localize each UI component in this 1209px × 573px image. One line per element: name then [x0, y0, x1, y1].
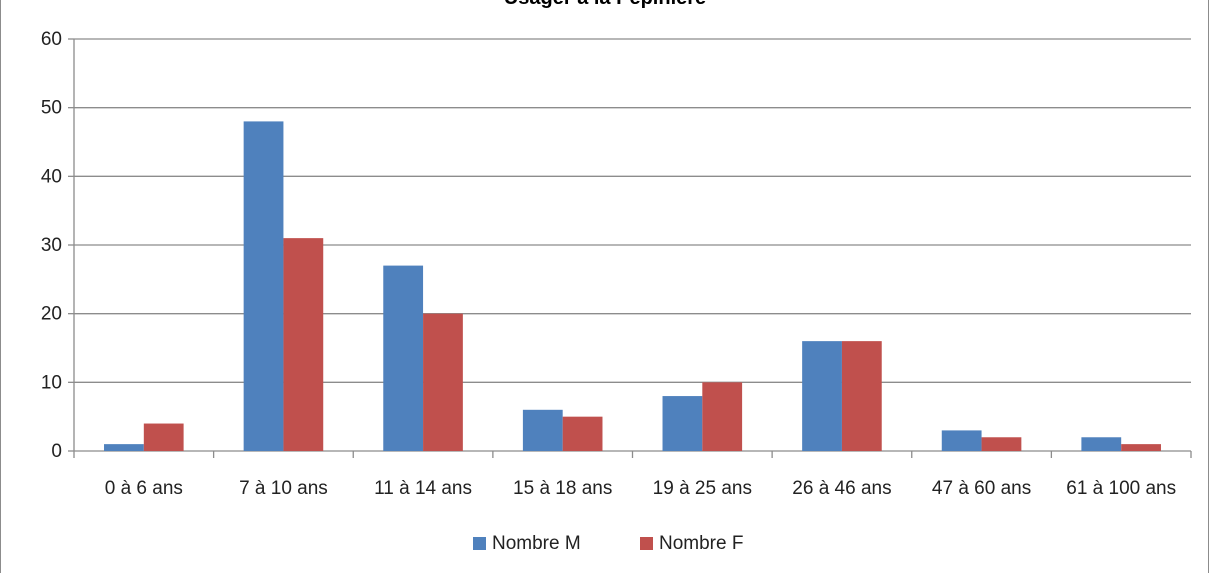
y-tick-label: 40	[41, 166, 62, 187]
y-tick-label: 50	[41, 98, 62, 119]
bar-m	[383, 265, 424, 451]
bar-f	[981, 437, 1022, 451]
y-tick-label: 10	[41, 372, 62, 393]
legend-swatch	[473, 537, 486, 550]
bars	[104, 121, 1161, 452]
bar-f	[702, 382, 743, 451]
axes	[68, 38, 1192, 458]
x-tick-label: 47 à 60 ans	[932, 478, 1031, 499]
x-tick-label: 7 à 10 ans	[239, 478, 328, 499]
x-tick-label: 11 à 14 ans	[374, 478, 472, 499]
x-tick-label: 15 à 18 ans	[513, 478, 612, 499]
bar-f	[423, 313, 463, 451]
x-tick-label: 61 à 100 ans	[1066, 478, 1176, 499]
bar-m	[522, 409, 563, 451]
y-tick-label: 0	[51, 441, 62, 462]
x-tick-label: 0 à 6 ans	[105, 478, 183, 499]
bar-m	[243, 121, 284, 452]
y-tick-label: 30	[41, 235, 62, 256]
legend-label: Nombre F	[659, 533, 743, 554]
y-tick-label: 20	[41, 304, 62, 325]
chart-title: Usager à la Pépinière	[504, 0, 706, 9]
bar-f	[562, 416, 603, 451]
legend-swatch	[640, 537, 653, 550]
bar-m	[941, 430, 982, 451]
bar-m	[802, 341, 842, 451]
legend-label: Nombre M	[492, 533, 581, 554]
bar-f	[1121, 444, 1161, 451]
gridlines	[74, 38, 1191, 383]
x-tick-label: 26 à 46 ans	[792, 478, 891, 499]
bar-m	[1081, 437, 1122, 451]
legend: Nombre M Nombre F	[473, 533, 743, 554]
y-tick-label: 60	[41, 29, 62, 50]
bar-f	[841, 341, 882, 451]
bar-m	[104, 444, 144, 451]
y-tick-labels: 0 10 20 30 40 50 60	[41, 29, 62, 462]
bar-f	[143, 423, 184, 451]
x-tick-label: 19 à 25 ans	[653, 478, 752, 499]
bar-f	[283, 238, 324, 451]
x-tick-labels: 0 à 6 ans 7 à 10 ans 11 à 14 ans 15 à 18 an…	[105, 478, 1176, 499]
bar-m	[662, 396, 703, 451]
